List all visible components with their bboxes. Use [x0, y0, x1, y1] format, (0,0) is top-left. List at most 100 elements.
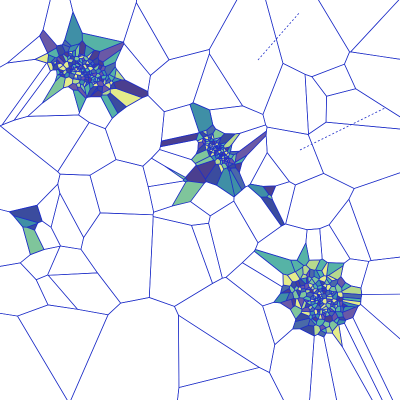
voronoi-cell: [360, 293, 400, 340]
voronoi-cell: [147, 49, 210, 113]
voronoi-cell: [249, 151, 290, 187]
voronoi-cell: [70, 70, 77, 75]
voronoi-cell: [0, 125, 61, 213]
voronoi-cell: [326, 293, 333, 298]
voronoi-cell: [310, 284, 315, 291]
voronoi-cell: [84, 82, 91, 99]
voronoi-cell: [348, 172, 400, 261]
voronoi-cell: [195, 131, 204, 142]
voronoi-cell: [310, 318, 317, 326]
voronoi-cell: [294, 312, 310, 323]
voronoi-cell: [304, 73, 327, 135]
voronoi-cell: [293, 284, 299, 291]
voronoi-cell: [41, 75, 66, 104]
voronoi-cell: [152, 201, 211, 226]
voronoi-cell: [340, 305, 344, 313]
voronoi-cell: [91, 76, 96, 81]
voronoi-cell: [177, 367, 284, 400]
voronoi-cell: [89, 159, 155, 216]
voronoi-cell: [319, 300, 323, 305]
voronoi-cell: [311, 275, 320, 285]
voronoi-cell: [174, 276, 276, 374]
voronoi-cell: [74, 63, 81, 68]
voronoi-cell: [329, 320, 339, 332]
voronoi-cell: [91, 60, 95, 68]
voronoi-cell: [74, 66, 79, 73]
voronoi-cell: [301, 306, 311, 313]
voronoi-cell: [80, 68, 86, 74]
voronoi-cell: [220, 146, 225, 150]
voronoi-cell: [209, 152, 215, 157]
voronoi-cell: [323, 332, 373, 400]
voronoi-cell: [219, 154, 224, 158]
voronoi-cell: [228, 158, 236, 165]
voronoi-cell: [223, 150, 229, 156]
voronoi-cell: [164, 165, 187, 180]
voronoi-cell: [309, 268, 315, 279]
voronoi-cell: [206, 147, 212, 150]
voronoi-cell: [77, 67, 81, 72]
voronoi-cell: [329, 289, 332, 295]
voronoi-cell: [265, 126, 325, 186]
voronoi-cell: [336, 319, 347, 326]
voronoi-cell: [62, 69, 68, 76]
voronoi-cell: [214, 158, 221, 165]
voronoi-cell: [338, 322, 383, 400]
voronoi-cell: [217, 163, 225, 175]
voronoi-cell: [100, 74, 108, 80]
voronoi-cell: [303, 298, 311, 303]
voronoi-cell: [321, 261, 329, 277]
voronoi-cell: [0, 262, 49, 317]
voronoi-cell: [315, 296, 319, 300]
voronoi-cell: [332, 291, 338, 300]
voronoi-cell: [285, 173, 355, 231]
voronoi-cell: [317, 313, 323, 320]
voronoi-cell: [265, 0, 350, 78]
voronoi-cell: [56, 68, 61, 76]
voronoi-cell: [51, 60, 57, 65]
voronoi-cell: [95, 68, 102, 75]
voronoi-cell: [84, 60, 90, 65]
voronoi-cell: [214, 144, 218, 149]
voronoi-cell: [123, 1, 170, 76]
voronoi-cell: [50, 192, 85, 250]
voronoi-cell: [319, 293, 323, 299]
voronoi-cell: [105, 77, 112, 85]
voronoi-open-edge: [257, 11, 301, 61]
voronoi-cell: [62, 60, 70, 69]
voronoi-cell: [203, 140, 211, 145]
voronoi-cell: [73, 56, 81, 62]
voronoi-cell: [76, 74, 82, 81]
voronoi-cell: [207, 132, 214, 139]
voronoi-cell: [309, 310, 316, 316]
voronoi-cell: [61, 43, 71, 53]
voronoi-cell: [104, 61, 116, 76]
voronoi-cell: [325, 302, 332, 309]
voronoi-cell: [91, 81, 95, 86]
voronoi-cell: [67, 51, 74, 57]
voronoi-cell: [360, 256, 400, 295]
voronoi-cell: [171, 180, 206, 207]
voronoi-cell: [0, 209, 31, 267]
voronoi-cell: [226, 158, 230, 162]
voronoi-cell: [216, 147, 220, 152]
voronoi-cell: [94, 73, 102, 79]
voronoi-cell: [84, 44, 95, 58]
voronoi-cell: [223, 160, 229, 165]
voronoi-cell: [0, 0, 51, 68]
voronoi-cell: [254, 223, 308, 261]
voronoi-cell: [185, 164, 207, 184]
voronoi-open-edges: [257, 11, 386, 151]
voronoi-cell: [81, 32, 125, 52]
voronoi-cell: [304, 282, 310, 291]
voronoi-cell: [319, 324, 327, 331]
voronoi-cell: [80, 72, 87, 77]
voronoi-cell: [327, 307, 336, 313]
voronoi-cell: [26, 222, 39, 231]
voronoi-cell: [344, 51, 400, 118]
voronoi-cell: [326, 298, 333, 303]
voronoi-cell: [207, 148, 214, 152]
